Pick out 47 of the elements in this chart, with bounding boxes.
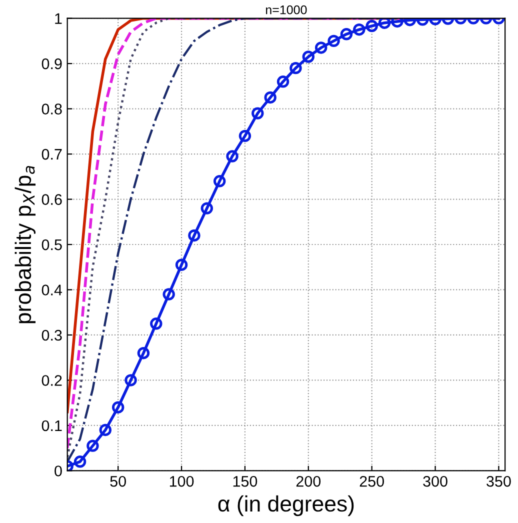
y-tick-label: 0.1 xyxy=(42,420,62,432)
point xyxy=(175,258,188,271)
point xyxy=(238,130,252,142)
y-tick-label: 0.3 xyxy=(42,330,62,341)
point xyxy=(213,175,226,188)
point xyxy=(353,24,366,36)
y-tick-label: 0.2 xyxy=(42,375,62,386)
y-axis-title: probability p$_{X}$/p$_{a}$ xyxy=(14,166,36,324)
point xyxy=(112,401,124,414)
y-tick-label: 0.8 xyxy=(42,104,62,114)
y-tick-label: 0.5 xyxy=(42,239,62,250)
point xyxy=(340,28,353,40)
x-tick-label: 200 xyxy=(296,476,321,487)
x-tick-label: 350 xyxy=(486,476,511,487)
point xyxy=(276,76,290,88)
point xyxy=(137,346,150,360)
x-axis-title: α (in degrees) xyxy=(218,495,354,516)
point xyxy=(124,374,137,386)
point xyxy=(366,20,378,32)
point xyxy=(188,229,200,242)
point xyxy=(378,18,391,29)
point xyxy=(252,107,264,120)
y-tick-label: 0.4 xyxy=(42,284,62,296)
point xyxy=(391,18,404,28)
y-tick-label: 1 xyxy=(55,13,62,24)
point xyxy=(150,318,162,330)
y-tick-label: 0 xyxy=(54,466,62,476)
chart-title: n=1000 xyxy=(266,5,307,14)
point xyxy=(264,91,276,104)
point xyxy=(200,202,214,214)
point xyxy=(314,42,328,54)
x-tick-label: 300 xyxy=(423,476,448,487)
point xyxy=(86,440,99,452)
point xyxy=(99,424,112,436)
point xyxy=(226,150,238,162)
y-tick-label: 0.6 xyxy=(42,194,62,205)
x-tick-label: 150 xyxy=(233,476,258,487)
x-tick-label: 250 xyxy=(360,476,384,487)
point xyxy=(302,50,315,63)
x-tick-label: 50 xyxy=(110,476,126,487)
point xyxy=(74,456,86,468)
x-tick-label: 100 xyxy=(170,476,194,487)
point xyxy=(328,34,340,48)
y-tick-label: 0.7 xyxy=(42,148,62,160)
point xyxy=(162,288,175,300)
y-tick-label: 0.9 xyxy=(42,58,62,70)
point xyxy=(290,62,302,74)
